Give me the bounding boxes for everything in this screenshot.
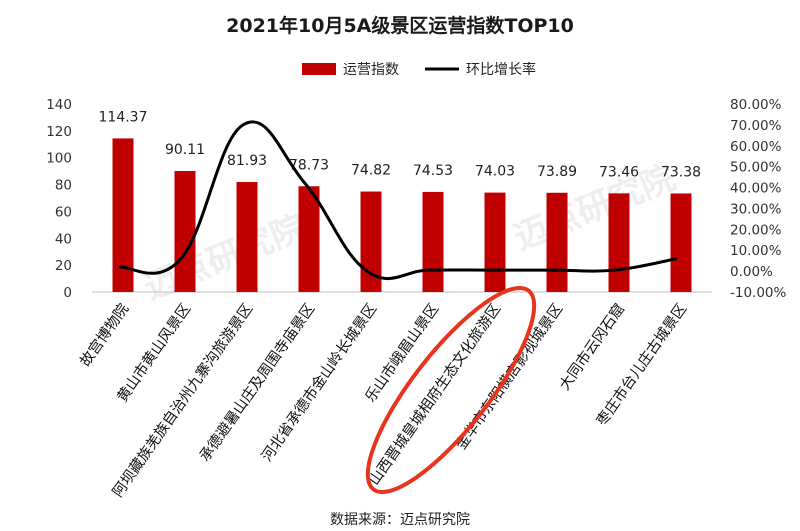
bar-value-label: 74.53 (413, 163, 453, 179)
category-label: 河北省承德市金山岭长城景区 (258, 301, 380, 465)
left-tick-label: 80 (55, 178, 72, 194)
left-tick-label: 40 (55, 231, 72, 247)
category-label: 大同市云冈石窟 (555, 300, 628, 393)
bar-value-label: 73.89 (537, 164, 577, 180)
right-tick-label: 80.00% (730, 97, 782, 113)
right-tick-label: 10.00% (730, 243, 782, 259)
bar (174, 170, 196, 292)
right-tick-label: -10.00% (730, 285, 787, 301)
bar (360, 191, 382, 292)
right-tick-label: 0.00% (730, 264, 773, 280)
category-labels: 故宫博物院黄山市黄山风景区阿坝藏族羌族自治州九寨沟旅游景区承德避暑山庄及周围寺庙… (77, 300, 691, 500)
bar (608, 193, 630, 292)
legend-line-label: 环比增长率 (466, 61, 536, 78)
left-tick-label: 100 (46, 151, 72, 167)
right-tick-label: 40.00% (730, 181, 782, 197)
bar-value-label: 73.46 (599, 164, 639, 180)
bar-series (112, 138, 692, 292)
left-tick-label: 20 (55, 258, 72, 274)
growth-line (118, 120, 678, 281)
watermark-text: 迈点研究院 (508, 158, 681, 259)
left-tick-label: 120 (46, 124, 72, 140)
bar-value-label: 74.03 (475, 164, 515, 180)
bar (546, 192, 568, 292)
category-label: 故宫博物院 (77, 300, 133, 370)
bar (236, 181, 258, 292)
left-tick-label: 0 (63, 285, 72, 301)
right-tick-label: 60.00% (730, 139, 782, 155)
bar (484, 192, 506, 292)
legend-bar-label: 运营指数 (343, 62, 399, 78)
right-tick-label: 20.00% (730, 222, 782, 238)
right-tick-label: 50.00% (730, 160, 782, 176)
bar-value-label: 114.37 (99, 109, 148, 125)
bar-value-label: 90.11 (165, 142, 205, 158)
bar (298, 186, 320, 292)
chart-title: 2021年10月5A级景区运营指数TOP10 (226, 14, 574, 37)
legend: 运营指数 环比增长率 (302, 61, 536, 78)
bar-value-label: 73.38 (661, 164, 701, 180)
bar-value-label: 78.73 (289, 157, 329, 173)
right-tick-label: 30.00% (730, 201, 782, 217)
category-label: 承德避暑山庄及周围寺庙景区 (195, 300, 318, 465)
source-note: 数据来源：迈点研究院 (330, 512, 470, 528)
left-axis-ticks: 0 20 40 60 80 100 120 140 (46, 97, 72, 301)
left-tick-label: 60 (55, 204, 72, 220)
right-tick-label: 70.00% (730, 118, 782, 134)
left-tick-label: 140 (46, 97, 72, 113)
bar-value-label: 81.93 (227, 153, 267, 169)
bar (112, 138, 134, 292)
right-axis-ticks: -10.00% 0.00% 10.00% 20.00% 30.00% 40.00% 50.0… (730, 97, 787, 301)
bar-value-label: 74.82 (351, 163, 391, 179)
highlight-ellipse (365, 285, 537, 495)
legend-bar-swatch (302, 63, 336, 75)
data-labels: 114.37 90.11 81.93 78.73 74.82 74.53 74.03 73.8… (99, 109, 702, 180)
bar (670, 193, 692, 292)
bar (422, 191, 444, 292)
watermark-text: 迈点研究院 (138, 208, 311, 309)
